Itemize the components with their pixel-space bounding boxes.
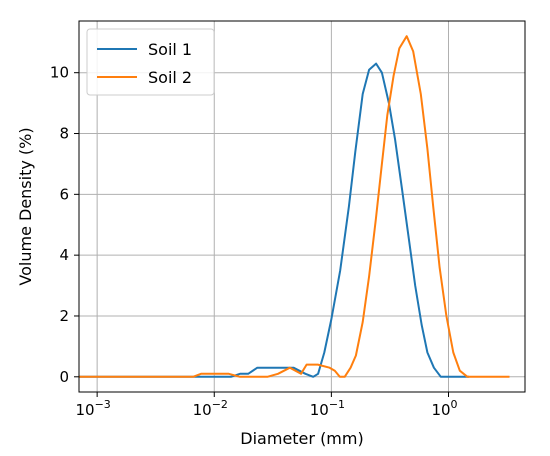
y-tick-label: 4 — [59, 246, 69, 264]
plot-lines — [79, 35, 510, 378]
series-line-soil-1 — [79, 62, 470, 378]
y-tick-label: 8 — [59, 125, 69, 143]
x-tick-label: 10−3 — [75, 398, 110, 419]
y-axis-label: Volume Density (%) — [16, 127, 35, 285]
legend: Soil 1 Soil 2 — [86, 28, 215, 96]
x-tick-label: 100 — [431, 398, 457, 419]
series-line-soil-2 — [79, 35, 510, 378]
y-tick-label: 0 — [59, 368, 69, 386]
x-tick-label: 10−2 — [193, 398, 228, 419]
axis-ticks: 10−3 10−2 10−1 100 0 2 4 6 8 10 — [50, 64, 458, 419]
legend-label-soil-1: Soil 1 — [148, 40, 192, 59]
x-axis-label: Diameter (mm) — [240, 429, 363, 448]
y-tick-label: 6 — [59, 185, 69, 203]
legend-label-soil-2: Soil 2 — [148, 68, 192, 87]
plot-frame — [78, 20, 526, 393]
y-tick-label: 2 — [59, 307, 69, 325]
x-tick-label: 10−1 — [310, 398, 345, 419]
y-tick-label: 10 — [50, 64, 69, 82]
legend-box — [86, 28, 215, 96]
